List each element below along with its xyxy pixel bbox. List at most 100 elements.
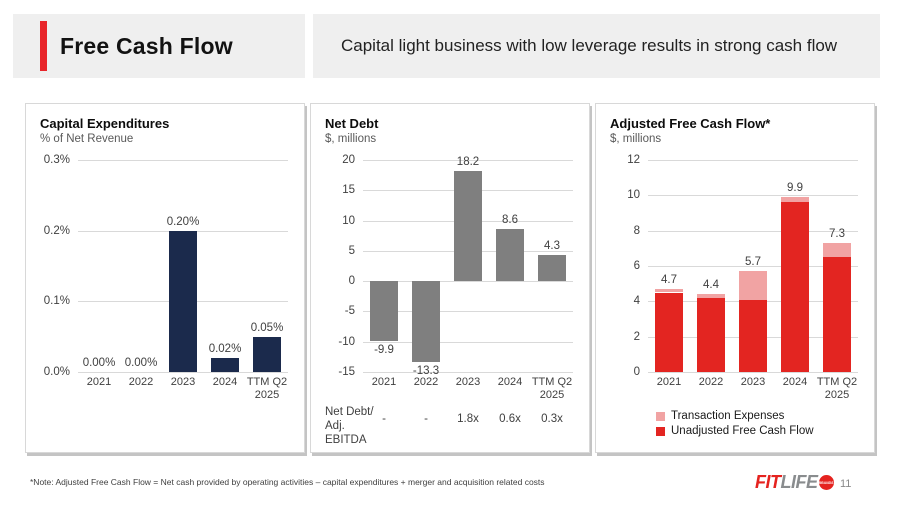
y-axis-tick-label: 20 xyxy=(342,154,355,166)
accent-bar xyxy=(40,21,47,71)
y-axis: 0.3% 0.2% 0.1% 0.0% xyxy=(38,154,78,378)
value-label: 4.7 xyxy=(661,273,677,286)
value-label: -13.3 xyxy=(412,364,440,377)
y-axis-tick-label: 15 xyxy=(342,184,355,197)
value-label: 0.02% xyxy=(208,342,242,355)
legend: Transaction Expenses Unadjusted Free Cash… xyxy=(656,410,862,437)
plot-row: 20 15 10 5 0 -5 -10 -15 -9.9 -13.3 18.2 8.6 4.3 xyxy=(323,154,577,378)
legend-swatch-icon xyxy=(656,426,665,436)
chart-title: Adjusted Free Cash Flow* xyxy=(610,116,771,131)
bar-segment xyxy=(655,288,683,293)
gridline xyxy=(78,160,288,161)
y-axis-tick-label: 10 xyxy=(627,189,640,202)
x-axis-label: 2024 xyxy=(497,376,523,388)
bar-segment xyxy=(781,197,809,203)
x-axis-label: 2023 xyxy=(455,376,481,388)
net-debt-ebitda-value: 1.8x xyxy=(457,413,479,426)
header-title-box: Free Cash Flow xyxy=(13,14,305,78)
value-label: 0.05% xyxy=(250,321,284,334)
value-label: 8.6 xyxy=(502,214,518,227)
net-debt-ebitda-value: 0.3x xyxy=(541,413,563,426)
x-axis-label: 2021 xyxy=(86,376,112,388)
y-axis-tick-label: 10 xyxy=(342,214,355,227)
value-label: 4.3 xyxy=(544,240,560,253)
y-axis-tick-label: 5 xyxy=(348,244,355,257)
bar xyxy=(538,255,566,282)
header-subtitle-box: Capital light business with low leverage… xyxy=(313,14,880,78)
plot-area: 4.7 4.4 5.7 9.9 7.3 xyxy=(648,160,858,373)
value-label: 4.4 xyxy=(703,279,719,292)
chart-panel-adjusted-free-cash-flow: Adjusted Free Cash Flow* $, millions 12 1… xyxy=(595,103,875,453)
x-axis-label: 2023 xyxy=(740,376,766,388)
x-axis-label: 2021 xyxy=(656,376,682,388)
value-label: 0.00% xyxy=(124,357,158,369)
chart-subtitle: % of Net Revenue xyxy=(40,133,134,145)
bar xyxy=(253,336,281,372)
bar-segment xyxy=(781,202,809,372)
x-axis-label: 2021 xyxy=(371,376,397,388)
page-subtitle: Capital light business with low leverage… xyxy=(341,35,838,55)
x-axis-label: 2022 xyxy=(128,376,154,388)
page-number: 11 xyxy=(840,478,852,490)
footnote: *Note: Adjusted Free Cash Flow = Net cas… xyxy=(30,477,545,487)
chart-subtitle: $, millions xyxy=(610,133,662,145)
y-axis-tick-label: 2 xyxy=(633,330,640,343)
legend-swatch-icon xyxy=(656,411,665,421)
adjusted-free-cash-flow-chart: 12 10 8 6 4 2 0 4.7 4.4 5.7 9.9 7.3 2021 2022 2023 2024… xyxy=(608,154,862,437)
value-label: 9.9 xyxy=(787,182,803,195)
x-axis-label: 2024 xyxy=(782,376,808,388)
plot-area: -9.9 -13.3 18.2 8.6 4.3 xyxy=(363,156,573,377)
chart-panel-net-debt: Net Debt $, millions 20 15 10 5 0 -5 -10 -15 -9.… xyxy=(310,103,590,453)
plot-row: 12 10 8 6 4 2 0 4.7 4.4 5.7 9.9 7.3 xyxy=(608,154,862,378)
value-label: 0.20% xyxy=(166,215,200,228)
x-axis-label: TTM Q2 2025 xyxy=(816,376,858,401)
value-label: 7.3 xyxy=(829,228,845,241)
gridline xyxy=(648,230,858,232)
x-axis: 2021 2022 2023 2024 TTM Q2 2025 xyxy=(363,376,573,401)
net-debt-ebitda-values: - - 1.8x 0.6x 0.3x xyxy=(363,413,573,425)
y-axis: 12 10 8 6 4 2 0 xyxy=(608,154,648,378)
y-axis-tick-label: 0 xyxy=(633,366,640,378)
bar xyxy=(412,281,440,362)
bar-segment xyxy=(739,299,767,372)
gridline xyxy=(363,311,573,313)
y-axis-tick-label: 8 xyxy=(633,224,640,237)
bar xyxy=(211,357,239,372)
bar-segment xyxy=(823,243,851,258)
charts-row: Capital Expenditures % of Net Revenue 0.… xyxy=(25,103,875,453)
x-axis-label: 2023 xyxy=(170,376,196,388)
capital-expenditures-chart: 0.3% 0.2% 0.1% 0.0% 0.00% 0.00% 0.20% 0.02% 0.05… xyxy=(38,154,292,401)
value-label: -9.9 xyxy=(374,344,394,357)
x-axis-label: TTM Q2 2025 xyxy=(531,376,573,401)
y-axis-tick-label: 4 xyxy=(633,295,640,308)
y-axis-tick-label: -5 xyxy=(344,305,355,318)
logo-fit-text: FIT xyxy=(755,472,781,492)
legend-item: Unadjusted Free Cash Flow xyxy=(656,425,862,437)
value-label: 5.7 xyxy=(745,256,761,269)
chart-title: Net Debt xyxy=(325,116,379,131)
gridline xyxy=(363,372,573,373)
bar xyxy=(496,229,524,282)
net-debt-ebitda-label: Net Debt/ Adj. EBITDA xyxy=(325,406,374,446)
x-axis-label: TTM Q2 2025 xyxy=(246,376,288,401)
x-axis-label: 2022 xyxy=(413,376,439,388)
bar-segment xyxy=(697,297,725,372)
y-axis-tick-label: 0.3% xyxy=(43,154,70,166)
bar-segment xyxy=(697,294,725,298)
y-axis-tick-label: 0 xyxy=(348,275,355,288)
legend-label: Transaction Expenses xyxy=(671,410,785,423)
bar xyxy=(370,281,398,342)
y-axis-tick-label: 12 xyxy=(627,154,640,166)
y-axis-tick-label: 6 xyxy=(633,260,640,272)
value-label: 18.2 xyxy=(456,155,480,168)
chart-panel-capital-expenditures: Capital Expenditures % of Net Revenue 0.… xyxy=(25,103,305,453)
legend-item: Transaction Expenses xyxy=(656,410,862,422)
gridline xyxy=(648,266,858,267)
x-axis: 2021 2022 2023 2024 TTM Q2 2025 xyxy=(648,376,858,401)
gridline xyxy=(363,160,573,161)
net-debt-ebitda-value: - xyxy=(382,413,386,426)
y-axis-tick-label: -15 xyxy=(338,366,355,378)
gridline xyxy=(648,372,858,373)
plot-row: 0.3% 0.2% 0.1% 0.0% 0.00% 0.00% 0.20% 0.02% 0.05… xyxy=(38,154,292,378)
